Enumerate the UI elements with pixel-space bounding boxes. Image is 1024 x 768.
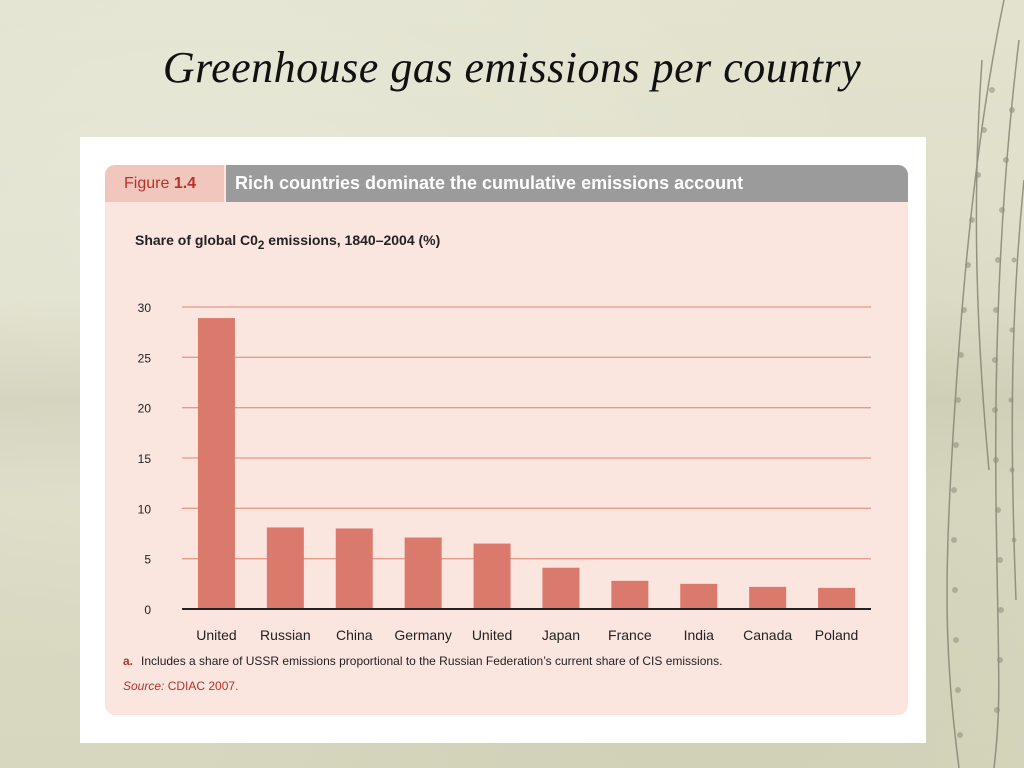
x-tick-label: Federation ᵃ bbox=[247, 643, 324, 645]
bar bbox=[473, 543, 511, 609]
x-tick-label: China bbox=[336, 627, 373, 643]
source-note: Source: CDIAC 2007. bbox=[123, 679, 238, 693]
x-tick-label: Poland bbox=[815, 627, 859, 643]
figure-label-number: 1.4 bbox=[173, 175, 197, 192]
y-tick-label: 10 bbox=[138, 502, 152, 516]
y-tick-label: 30 bbox=[138, 301, 152, 315]
bar bbox=[404, 537, 442, 609]
y-tick-label: 15 bbox=[138, 452, 152, 466]
bar bbox=[197, 318, 235, 609]
x-tick-label: United bbox=[472, 627, 512, 643]
x-tick-label: Germany bbox=[394, 627, 452, 643]
x-tick-label: Kingdom bbox=[464, 643, 519, 645]
figure-panel: Figure 1.4 Rich countries dominate the c… bbox=[105, 165, 908, 715]
figure-label: Figure 1.4 bbox=[105, 165, 224, 202]
x-tick-label: Russian bbox=[260, 627, 311, 643]
y-tick-label: 0 bbox=[144, 603, 151, 617]
figure-card: Figure 1.4 Rich countries dominate the c… bbox=[80, 137, 926, 743]
x-tick-label: States bbox=[197, 643, 237, 645]
y-tick-label: 25 bbox=[138, 351, 152, 365]
footnote-marker: a. bbox=[123, 654, 134, 668]
figure-title: Rich countries dominate the cumulative e… bbox=[226, 165, 908, 202]
bar bbox=[542, 567, 580, 609]
source-label: Source: bbox=[123, 679, 165, 693]
x-tick-label: Japan bbox=[542, 627, 580, 643]
x-tick-label: United bbox=[196, 627, 236, 643]
bar bbox=[680, 583, 718, 609]
bar bbox=[335, 528, 373, 609]
footnote-text: Includes a share of USSR emissions propo… bbox=[141, 654, 723, 668]
branch-decoration bbox=[946, 0, 1024, 768]
y-tick-label: 5 bbox=[144, 553, 151, 567]
source-text: CDIAC 2007. bbox=[167, 679, 239, 693]
chart-title-rest: emissions, 1840–2004 (%) bbox=[264, 232, 441, 248]
footnote: a. Includes a share of USSR emissions pro… bbox=[123, 654, 722, 668]
chart-title-main: Share of global C0 bbox=[135, 232, 258, 248]
y-tick-label: 20 bbox=[138, 402, 152, 416]
bar bbox=[749, 586, 787, 609]
x-tick-label: France bbox=[608, 627, 652, 643]
slide-title: Greenhouse gas emissions per country bbox=[162, 43, 862, 92]
bar-chart: 051015202530UnitedStatesRussianFederatio… bbox=[138, 301, 871, 645]
bar bbox=[611, 580, 649, 609]
bar bbox=[818, 587, 856, 609]
figure-header: Figure 1.4 Rich countries dominate the c… bbox=[105, 165, 908, 202]
bar bbox=[266, 527, 304, 609]
chart-title-subscript: 2 bbox=[257, 238, 265, 252]
figure-label-prefix: Figure bbox=[124, 175, 170, 192]
x-tick-label: Canada bbox=[743, 627, 792, 643]
chart-title: Share of global C02 emissions, 1840–2004… bbox=[135, 232, 440, 252]
x-tick-label: India bbox=[684, 627, 715, 643]
